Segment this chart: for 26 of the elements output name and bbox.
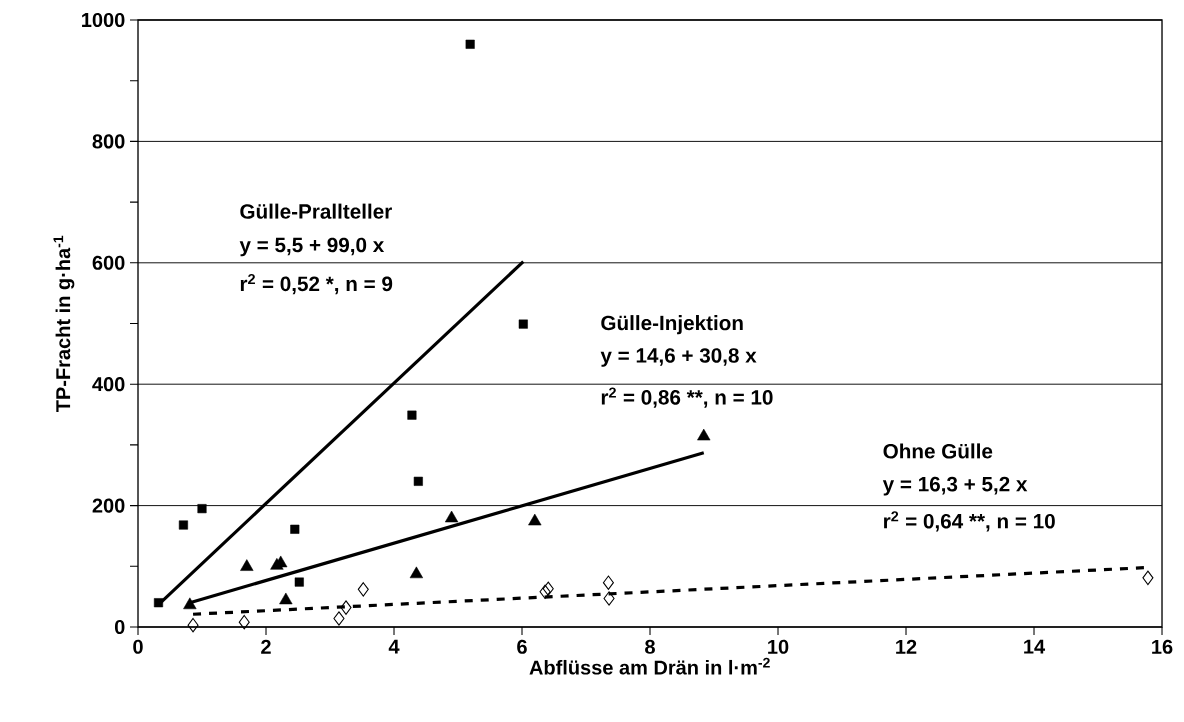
annotation: y = 16,3 + 5,2 x — [882, 476, 1028, 496]
annotation: r$^{2}$ = 0,86 **, n = 10 — [601, 387, 773, 408]
x-tick-label: 4 — [388, 639, 400, 654]
annotation: y = 14,6 + 30,8 x — [600, 348, 757, 367]
annotation: y = 5,5 + 99,0 x — [239, 237, 385, 257]
x-tick-label: 0 — [133, 639, 143, 654]
x-tick-label: 2 — [261, 639, 271, 654]
x-tick-label: 12 — [896, 639, 917, 654]
annotation: Gülle-Injektion — [601, 315, 743, 335]
annotation: Ohne Gülle — [883, 443, 993, 459]
x-tick-label: 14 — [1024, 639, 1046, 654]
annotation: Gülle-Prallteller — [240, 203, 392, 219]
annotation: r$^{2}$ = 0,52 *, n = 9 — [240, 273, 393, 295]
y-tick-label: 800 — [92, 134, 125, 149]
y-tick-label: 200 — [92, 498, 125, 513]
y-tick-label: 1000 — [82, 12, 125, 28]
x-tick-label: 6 — [517, 639, 527, 654]
x-tick-label: 16 — [1152, 639, 1173, 654]
y-axis-title: TP-Fracht in g·ha$^{-1}$ — [53, 235, 75, 413]
y-tick-label: 0 — [114, 619, 125, 635]
y-tick-label: 400 — [92, 377, 125, 392]
x-axis-title: Abflüsse am Drän in l·m$^{-2}$ — [529, 657, 770, 675]
x-tick-label: 8 — [645, 639, 655, 654]
annotation: r$^{2}$ = 0,64 **, n = 10 — [884, 511, 1055, 532]
y-tick-label: 600 — [92, 255, 125, 270]
x-tick-label: 10 — [768, 639, 789, 654]
